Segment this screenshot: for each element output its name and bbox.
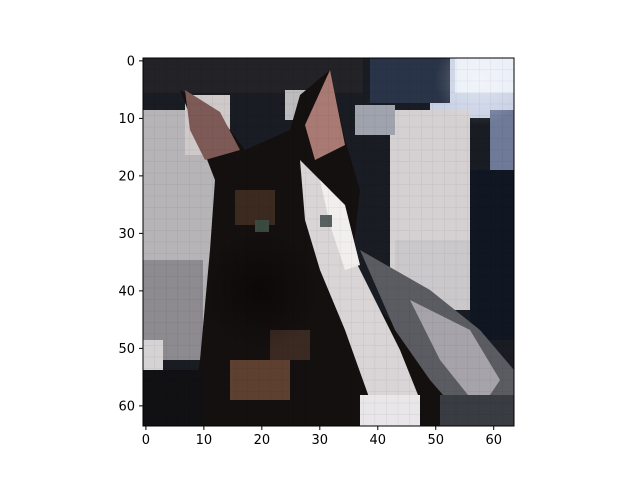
y-axis-ticks: 0 10 20 30 40 50 60 <box>118 54 143 414</box>
x-tick-label: 50 <box>427 433 444 448</box>
x-tick-label: 10 <box>196 433 213 448</box>
y-tick-label: 0 <box>127 54 135 69</box>
x-tick-label: 30 <box>312 433 329 448</box>
y-tick-label: 30 <box>118 227 135 242</box>
y-tick-label: 10 <box>118 112 135 127</box>
x-tick-label: 40 <box>370 433 387 448</box>
x-tick-label: 60 <box>485 433 502 448</box>
y-tick-label: 40 <box>118 284 135 299</box>
y-tick-label: 60 <box>118 399 135 414</box>
pixel-grid-overlay <box>143 58 514 426</box>
y-tick-label: 20 <box>118 169 135 184</box>
axes-frame <box>142 57 515 427</box>
x-tick-label: 0 <box>142 433 150 448</box>
x-axis-ticks: 0 10 20 30 40 50 60 <box>142 426 502 448</box>
y-tick-label: 50 <box>118 342 135 357</box>
pixelated-cat-photo <box>143 58 514 426</box>
x-tick-label: 20 <box>254 433 271 448</box>
